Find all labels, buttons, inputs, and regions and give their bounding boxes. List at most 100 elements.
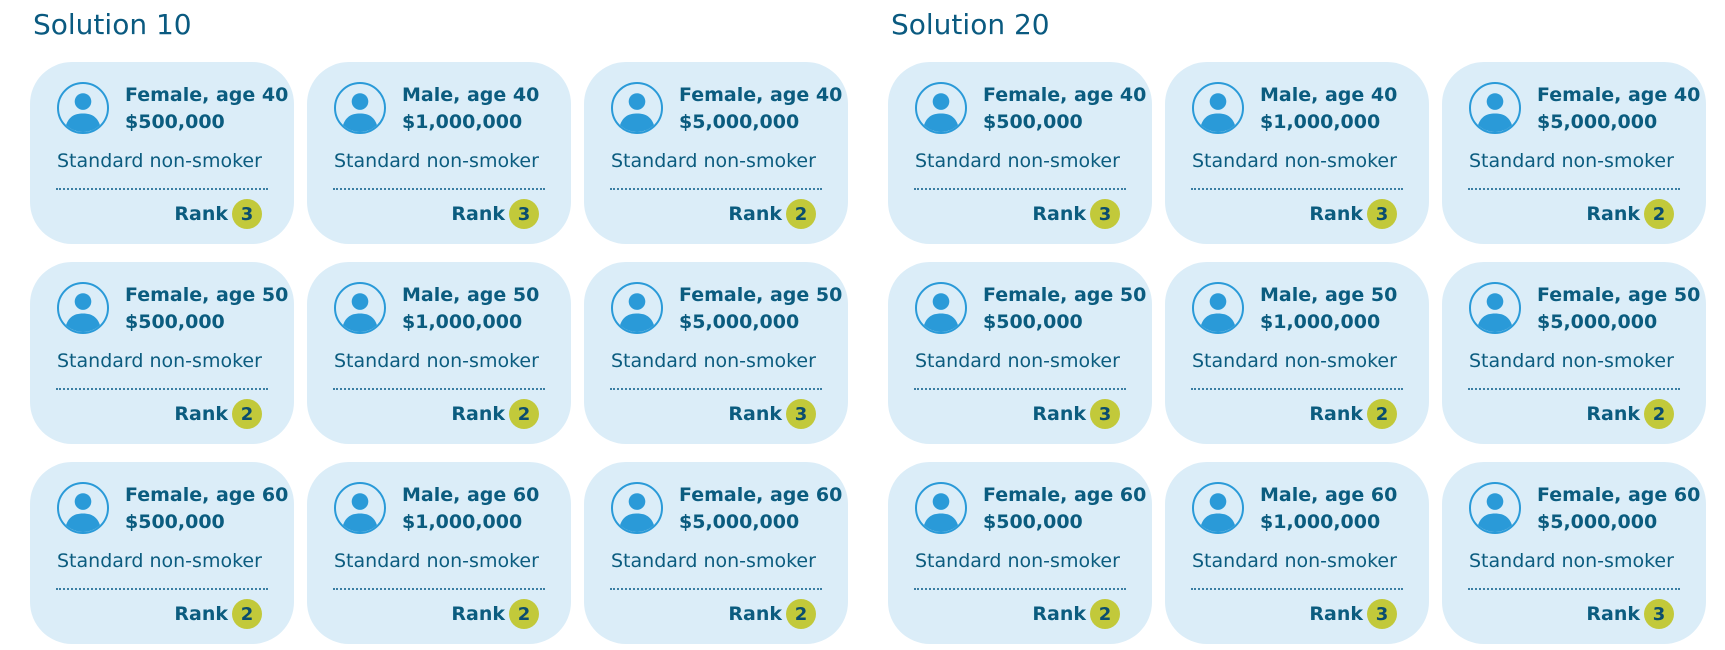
dotted-divider <box>610 188 822 190</box>
dotted-divider <box>914 188 1126 190</box>
risk-class: Standard non-smoker <box>915 150 1120 172</box>
risk-class: Standard non-smoker <box>57 350 262 372</box>
rank-badge: 3 <box>509 199 539 229</box>
person-avatar-icon <box>915 482 967 534</box>
dotted-divider <box>333 388 545 390</box>
risk-class: Standard non-smoker <box>1469 550 1674 572</box>
solution-10-grid: Female, age 40 $500,000 Standard non-smo… <box>30 62 848 644</box>
person-avatar-icon <box>57 482 109 534</box>
risk-class: Standard non-smoker <box>1192 350 1397 372</box>
risk-class: Standard non-smoker <box>334 550 539 572</box>
coverage-amount: $5,000,000 <box>1537 511 1658 533</box>
rank-badge: 2 <box>232 599 262 629</box>
person-avatar-icon <box>1192 82 1244 134</box>
rank-label: Rank <box>1309 203 1363 225</box>
coverage-amount: $500,000 <box>983 511 1083 533</box>
person-avatar-icon <box>1469 482 1521 534</box>
coverage-amount: $1,000,000 <box>402 111 523 133</box>
profile-card: Female, age 60 $500,000 Standard non-smo… <box>888 462 1152 644</box>
profile-line1: Female, age 40 <box>983 84 1147 106</box>
rank: Rank 2 <box>451 599 539 629</box>
dotted-divider <box>56 588 268 590</box>
rank: Rank 2 <box>451 399 539 429</box>
rank: Rank 2 <box>1309 399 1397 429</box>
rank: Rank 2 <box>728 599 816 629</box>
person-avatar-icon <box>334 82 386 134</box>
risk-class: Standard non-smoker <box>57 550 262 572</box>
coverage-amount: $500,000 <box>125 111 225 133</box>
rank-label: Rank <box>728 403 782 425</box>
profile-line1: Female, age 60 <box>679 484 843 506</box>
profile-line1: Male, age 60 <box>402 484 540 506</box>
profile-line1: Male, age 50 <box>1260 284 1398 306</box>
profile-card: Male, age 60 $1,000,000 Standard non-smo… <box>1165 462 1429 644</box>
solution-20-grid: Female, age 40 $500,000 Standard non-smo… <box>888 62 1706 644</box>
coverage-amount: $1,000,000 <box>1260 111 1381 133</box>
risk-class: Standard non-smoker <box>915 350 1120 372</box>
dotted-divider <box>56 188 268 190</box>
profile-line1: Female, age 50 <box>983 284 1147 306</box>
person-avatar-icon <box>1469 82 1521 134</box>
rank-badge: 3 <box>232 199 262 229</box>
rank-badge: 2 <box>232 399 262 429</box>
coverage-amount: $5,000,000 <box>1537 311 1658 333</box>
profile-card: Female, age 50 $5,000,000 Standard non-s… <box>584 262 848 444</box>
profile-card: Male, age 40 $1,000,000 Standard non-smo… <box>307 62 571 244</box>
rank-badge: 2 <box>1367 399 1397 429</box>
dotted-divider <box>333 188 545 190</box>
rank-label: Rank <box>728 603 782 625</box>
rank-badge: 3 <box>1090 199 1120 229</box>
rank: Rank 3 <box>174 199 262 229</box>
rank-badge: 2 <box>1090 599 1120 629</box>
profile-line1: Female, age 60 <box>1537 484 1701 506</box>
rank-label: Rank <box>451 203 505 225</box>
solution-20-title: Solution 20 <box>891 8 1050 41</box>
rank-badge: 3 <box>1090 399 1120 429</box>
risk-class: Standard non-smoker <box>334 350 539 372</box>
dotted-divider <box>914 588 1126 590</box>
person-avatar-icon <box>57 282 109 334</box>
risk-class: Standard non-smoker <box>334 150 539 172</box>
rank-badge: 3 <box>1367 199 1397 229</box>
rank: Rank 3 <box>1032 399 1120 429</box>
rank-badge: 3 <box>1644 599 1674 629</box>
dotted-divider <box>610 588 822 590</box>
coverage-amount: $500,000 <box>125 311 225 333</box>
coverage-amount: $5,000,000 <box>679 511 800 533</box>
coverage-amount: $1,000,000 <box>402 511 523 533</box>
profile-line1: Male, age 50 <box>402 284 540 306</box>
profile-line1: Female, age 40 <box>679 84 843 106</box>
coverage-amount: $5,000,000 <box>679 311 800 333</box>
risk-class: Standard non-smoker <box>1192 550 1397 572</box>
profile-line1: Female, age 40 <box>125 84 289 106</box>
person-avatar-icon <box>334 282 386 334</box>
rank-badge: 3 <box>1367 599 1397 629</box>
risk-class: Standard non-smoker <box>1469 350 1674 372</box>
rank: Rank 2 <box>174 599 262 629</box>
person-avatar-icon <box>1192 482 1244 534</box>
dotted-divider <box>1191 388 1403 390</box>
rank-badge: 2 <box>786 199 816 229</box>
rank-badge: 3 <box>786 399 816 429</box>
profile-card: Male, age 60 $1,000,000 Standard non-smo… <box>307 462 571 644</box>
rank-label: Rank <box>1586 603 1640 625</box>
rank: Rank 3 <box>451 199 539 229</box>
profile-card: Female, age 40 $5,000,000 Standard non-s… <box>1442 62 1706 244</box>
profile-card: Female, age 50 $500,000 Standard non-smo… <box>888 262 1152 444</box>
rank-label: Rank <box>451 403 505 425</box>
profile-line1: Male, age 40 <box>1260 84 1398 106</box>
rank-label: Rank <box>451 603 505 625</box>
risk-class: Standard non-smoker <box>57 150 262 172</box>
risk-class: Standard non-smoker <box>611 350 816 372</box>
profile-line1: Female, age 40 <box>1537 84 1701 106</box>
dotted-divider <box>610 388 822 390</box>
profile-line1: Female, age 60 <box>125 484 289 506</box>
dotted-divider <box>333 588 545 590</box>
rank-label: Rank <box>1032 603 1086 625</box>
person-avatar-icon <box>1469 282 1521 334</box>
rank: Rank 3 <box>728 399 816 429</box>
person-avatar-icon <box>1192 282 1244 334</box>
coverage-amount: $500,000 <box>125 511 225 533</box>
rank: Rank 2 <box>174 399 262 429</box>
coverage-amount: $1,000,000 <box>1260 511 1381 533</box>
